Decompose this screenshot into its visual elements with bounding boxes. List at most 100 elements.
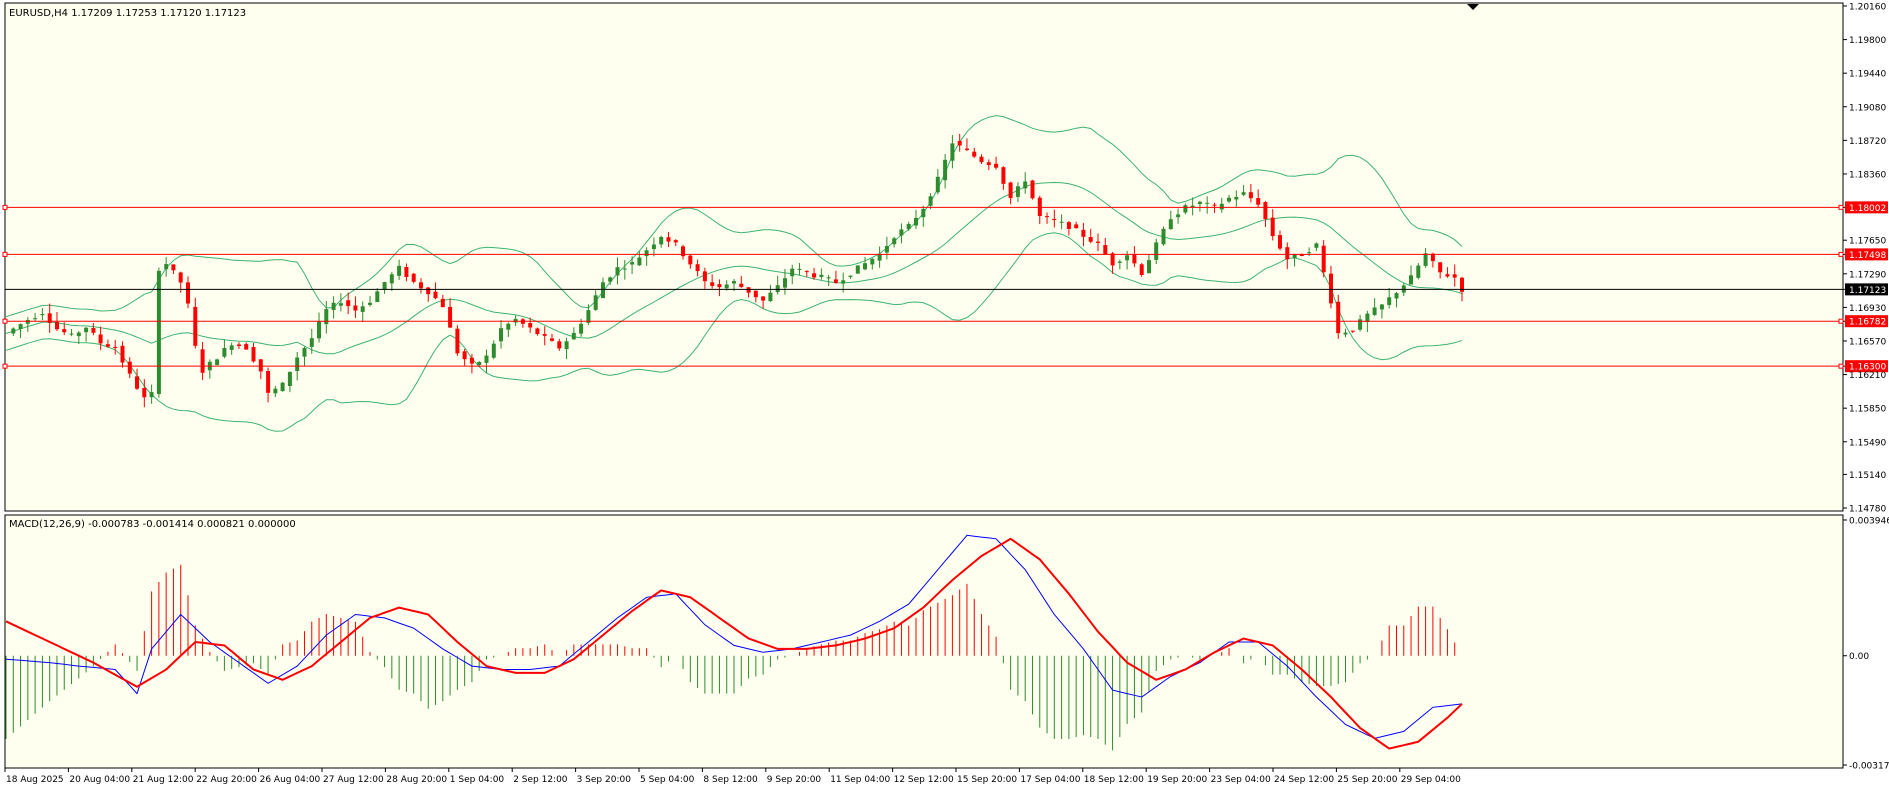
candle-body: [338, 303, 343, 306]
candle-body: [309, 338, 314, 347]
candle-body: [753, 290, 758, 298]
candle-body: [1045, 216, 1049, 218]
price-label: 1.15490: [1849, 438, 1886, 448]
candle-body: [266, 371, 271, 393]
price-tag: [1845, 360, 1888, 373]
candle-body: [1379, 304, 1384, 310]
candle-body: [149, 392, 154, 398]
time-label: 25 Sep 20:00: [1337, 775, 1397, 785]
candle-body: [957, 141, 962, 146]
time-label: 3 Sep 20:00: [577, 775, 632, 785]
price-label: 1.20160: [1849, 3, 1886, 13]
candle-body: [943, 159, 948, 181]
candle-body: [448, 306, 453, 328]
candle-body: [1350, 330, 1355, 332]
candle-body: [651, 244, 656, 250]
candle-body: [761, 296, 766, 301]
candle-body: [55, 321, 59, 330]
candle-body: [302, 347, 307, 357]
bollinger-lower-band: [5, 232, 1463, 432]
time-label: 8 Sep 12:00: [703, 775, 758, 785]
candle-body: [1183, 205, 1188, 213]
price-label: 1.17650: [1849, 237, 1886, 247]
candle-body: [222, 348, 227, 357]
candle-body: [695, 264, 700, 272]
candle-body: [819, 274, 824, 277]
time-label: 15 Sep 20:00: [957, 775, 1017, 785]
candle-body: [317, 321, 321, 339]
candle-body: [229, 345, 234, 350]
candle-body: [1110, 253, 1115, 266]
candle-body: [637, 257, 642, 266]
candle-body: [440, 298, 445, 308]
candle-body: [1168, 219, 1173, 230]
candle-body: [484, 355, 489, 363]
time-label: 1 Sep 04:00: [450, 775, 505, 785]
candle-body: [11, 328, 16, 334]
chart-shift-marker[interactable]: [1467, 4, 1479, 10]
candle-body: [994, 163, 999, 168]
candle-body: [1125, 255, 1130, 261]
time-label: 28 Aug 20:00: [386, 775, 447, 785]
price-label: 1.19080: [1849, 103, 1886, 113]
level-right-anchor: [1838, 251, 1844, 257]
candle-body: [855, 265, 860, 274]
candle-body: [724, 284, 729, 289]
time-label: 24 Sep 12:00: [1274, 775, 1334, 785]
time-label: 9 Sep 20:00: [767, 775, 822, 785]
candle-body: [1081, 229, 1086, 237]
price-label: 1.15140: [1849, 471, 1886, 481]
candle-body: [1205, 202, 1210, 204]
candle-body: [1074, 224, 1079, 229]
candle-body: [601, 282, 605, 299]
candle-body: [681, 246, 685, 257]
main-panel-frame[interactable]: [4, 2, 1844, 512]
price-tag: [1845, 315, 1888, 328]
time-label: 23 Sep 04:00: [1211, 775, 1271, 785]
candle-body: [397, 265, 402, 276]
candle-body: [324, 309, 329, 325]
price-label: 1.16210: [1849, 371, 1886, 381]
candle-body: [1037, 197, 1042, 216]
candle-body: [564, 341, 569, 350]
level-right-anchor: [1838, 204, 1844, 210]
candle-body: [404, 267, 409, 277]
candle-body: [826, 277, 831, 279]
candle-body: [644, 250, 649, 257]
candle-body: [1329, 273, 1333, 304]
candle-body: [62, 329, 67, 333]
candle-body: [368, 302, 372, 305]
candle-body: [491, 343, 496, 358]
candle-body: [535, 328, 540, 335]
candle-body: [469, 357, 474, 364]
candle-body: [113, 346, 118, 348]
candle-body: [433, 291, 438, 299]
macd-panel-info: MACD(12,26,9) -0.000783 -0.001414 0.0008…: [9, 519, 296, 530]
macd-scale-label: -0.003176: [1849, 762, 1889, 772]
candle-body: [746, 287, 751, 293]
time-label: 12 Sep 12:00: [894, 775, 954, 785]
macd-scale-label: 0.00: [1849, 652, 1869, 662]
candle-body: [921, 208, 926, 218]
bollinger-middle-band: [5, 181, 1463, 355]
price-tag: [1845, 201, 1888, 214]
level-right-anchor: [1838, 363, 1844, 369]
candle-body: [1416, 265, 1421, 278]
candle-body: [615, 267, 620, 276]
candle-body: [287, 371, 292, 386]
candle-body: [135, 376, 139, 389]
candle-body: [812, 273, 817, 278]
candle-body: [1409, 275, 1413, 285]
candle-body: [935, 176, 940, 193]
candle-body: [1278, 235, 1282, 249]
candle-body: [1336, 301, 1341, 334]
candle-body: [273, 388, 278, 394]
price-label: 1.16930: [1849, 304, 1886, 314]
candle-body: [499, 328, 503, 342]
candle-body: [47, 313, 52, 323]
macd-panel-frame[interactable]: [4, 514, 1844, 769]
candle-body: [1438, 262, 1443, 273]
macd-lines: [5, 534, 1463, 750]
level-left-anchor: [2, 318, 8, 324]
